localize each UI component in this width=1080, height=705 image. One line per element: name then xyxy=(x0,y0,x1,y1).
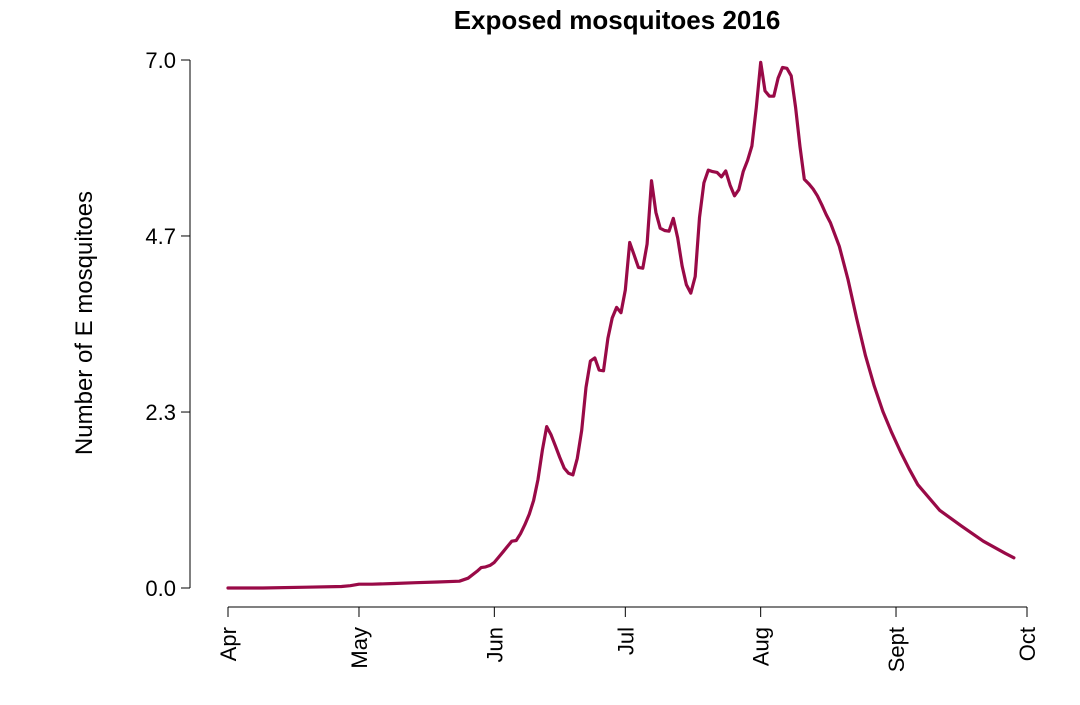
y-axis: 0.0 2.3 4.7 7.0 xyxy=(145,48,191,601)
y-tick-label: 0.0 xyxy=(145,576,176,601)
y-tick-label: 2.3 xyxy=(145,400,176,425)
series-line xyxy=(226,60,1016,590)
y-tick-label: 4.7 xyxy=(145,224,176,249)
series-group xyxy=(226,60,1016,590)
x-tick-label: Oct xyxy=(1015,627,1040,661)
y-tick-label: 7.0 xyxy=(145,48,176,73)
x-tick-label: Apr xyxy=(216,627,241,661)
x-tick-label: May xyxy=(347,627,372,669)
x-tick-label: Jul xyxy=(613,627,638,655)
y-axis-label: Number of E mosquitoes xyxy=(71,191,98,455)
x-tick-label: Jun xyxy=(482,627,507,662)
x-axis: Apr May Jun Jul Aug Sept Oct xyxy=(216,606,1040,672)
x-tick-label: Sept xyxy=(884,627,909,672)
x-tick-label: Aug xyxy=(749,627,774,666)
chart-title: Exposed mosquitoes 2016 xyxy=(454,5,781,35)
